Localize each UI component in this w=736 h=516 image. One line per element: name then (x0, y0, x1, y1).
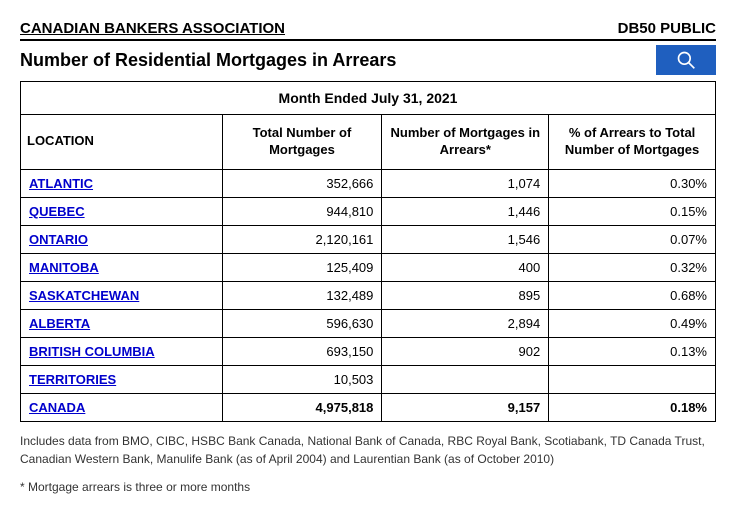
arrears-cell: 2,894 (382, 309, 549, 337)
total-cell: 352,666 (222, 169, 382, 197)
col-total: Total Number of Mortgages (222, 115, 382, 170)
month-header: Month Ended July 31, 2021 (21, 82, 716, 115)
location-link[interactable]: TERRITORIES (21, 365, 223, 393)
col-pct: % of Arrears to Total Number of Mortgage… (549, 115, 716, 170)
arrears-cell: 400 (382, 253, 549, 281)
title-row: Number of Residential Mortgages in Arrea… (20, 45, 716, 75)
doc-code: DB50 PUBLIC (618, 20, 716, 37)
table-row: TERRITORIES10,503 (21, 365, 716, 393)
pct-cell: 0.32% (549, 253, 716, 281)
pct-cell: 0.68% (549, 281, 716, 309)
location-link[interactable]: ATLANTIC (21, 169, 223, 197)
total-cell: 10,503 (222, 365, 382, 393)
header-bar: CANADIAN BANKERS ASSOCIATION DB50 PUBLIC (20, 20, 716, 41)
pct-cell: 0.15% (549, 197, 716, 225)
pct-cell: 0.18% (549, 393, 716, 421)
footnote-sources: Includes data from BMO, CIBC, HSBC Bank … (20, 432, 716, 468)
pct-cell (549, 365, 716, 393)
arrears-cell: 1,446 (382, 197, 549, 225)
arrears-cell: 1,074 (382, 169, 549, 197)
arrears-cell: 1,546 (382, 225, 549, 253)
table-total-row: CANADA4,975,8189,1570.18% (21, 393, 716, 421)
arrears-cell (382, 365, 549, 393)
location-link[interactable]: MANITOBA (21, 253, 223, 281)
table-row: ONTARIO2,120,1611,5460.07% (21, 225, 716, 253)
location-link[interactable]: SASKATCHEWAN (21, 281, 223, 309)
table-row: BRITISH COLUMBIA693,1509020.13% (21, 337, 716, 365)
arrears-cell: 895 (382, 281, 549, 309)
total-cell: 2,120,161 (222, 225, 382, 253)
arrears-cell: 902 (382, 337, 549, 365)
table-row: SASKATCHEWAN132,4898950.68% (21, 281, 716, 309)
pct-cell: 0.07% (549, 225, 716, 253)
pct-cell: 0.49% (549, 309, 716, 337)
total-cell: 693,150 (222, 337, 382, 365)
search-button[interactable] (656, 45, 716, 75)
total-cell: 4,975,818 (222, 393, 382, 421)
total-cell: 125,409 (222, 253, 382, 281)
pct-cell: 0.30% (549, 169, 716, 197)
table-row: ATLANTIC352,6661,0740.30% (21, 169, 716, 197)
location-link[interactable]: BRITISH COLUMBIA (21, 337, 223, 365)
col-location: LOCATION (21, 115, 223, 170)
location-link[interactable]: ONTARIO (21, 225, 223, 253)
total-cell: 596,630 (222, 309, 382, 337)
table-row: MANITOBA125,4094000.32% (21, 253, 716, 281)
total-cell: 132,489 (222, 281, 382, 309)
location-link[interactable]: ALBERTA (21, 309, 223, 337)
arrears-cell: 9,157 (382, 393, 549, 421)
table-row: ALBERTA596,6302,8940.49% (21, 309, 716, 337)
footnote-definition: * Mortgage arrears is three or more mont… (20, 478, 716, 496)
search-icon (676, 50, 696, 70)
mortgage-table: Month Ended July 31, 2021 LOCATION Total… (20, 81, 716, 422)
page-title: Number of Residential Mortgages in Arrea… (20, 50, 396, 71)
col-arrears: Number of Mortgages in Arrears* (382, 115, 549, 170)
total-cell: 944,810 (222, 197, 382, 225)
location-link[interactable]: CANADA (21, 393, 223, 421)
pct-cell: 0.13% (549, 337, 716, 365)
org-name: CANADIAN BANKERS ASSOCIATION (20, 20, 285, 37)
location-link[interactable]: QUEBEC (21, 197, 223, 225)
table-row: QUEBEC944,8101,4460.15% (21, 197, 716, 225)
